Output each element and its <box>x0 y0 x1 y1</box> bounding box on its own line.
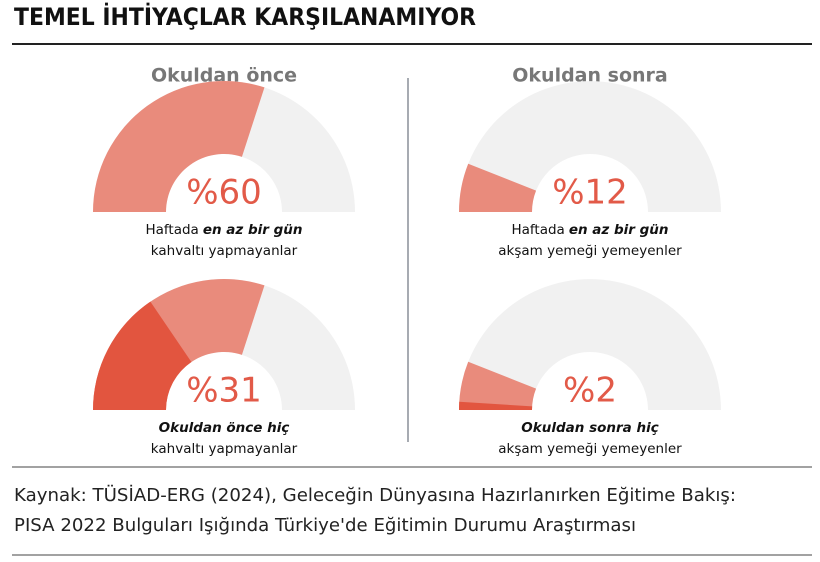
caption: Okuldan sonra hiç <box>521 420 658 436</box>
caption-emphasis: en az bir gün <box>569 222 669 238</box>
column-title: Okuldan sonra <box>512 65 667 87</box>
source: PISA 2022 Bulguları Işığında Türkiye'de … <box>14 515 636 536</box>
caption: kahvaltı yapmayanlar <box>151 441 298 457</box>
caption: Haftada en az bir gün <box>511 222 668 238</box>
caption: akşam yemeği yemeyenler <box>498 441 682 457</box>
caption-emphasis: Okuldan sonra hiç <box>521 420 658 436</box>
gauge-segment <box>459 163 537 212</box>
source: Kaynak: TÜSİAD-ERG (2024), Geleceğin Dün… <box>14 484 736 506</box>
value-label: %31 <box>186 371 262 411</box>
gauge-track <box>459 81 721 212</box>
gauge-segment <box>459 401 533 410</box>
caption-emphasis: en az bir gün <box>203 222 303 238</box>
caption: Haftada en az bir gün <box>145 222 302 238</box>
value-label: %60 <box>186 173 262 213</box>
gauge-segment <box>93 80 265 212</box>
gauge-track <box>459 279 721 410</box>
caption-lead: Haftada <box>511 222 564 238</box>
value-label: %2 <box>563 371 617 411</box>
column-title: Okuldan önce <box>151 65 297 87</box>
caption: Okuldan önce hiç <box>159 420 290 436</box>
value-label: %12 <box>552 173 628 213</box>
gauge-segment <box>93 301 192 410</box>
caption-lead: Haftada <box>145 222 198 238</box>
caption-emphasis: Okuldan önce hiç <box>159 420 290 436</box>
caption: kahvaltı yapmayanlar <box>151 243 298 259</box>
gauge-segment <box>459 361 537 410</box>
caption: akşam yemeği yemeyenler <box>498 243 682 259</box>
title: TEMEL İHTİYAÇLAR KARŞILANAMIYOR <box>14 2 476 31</box>
